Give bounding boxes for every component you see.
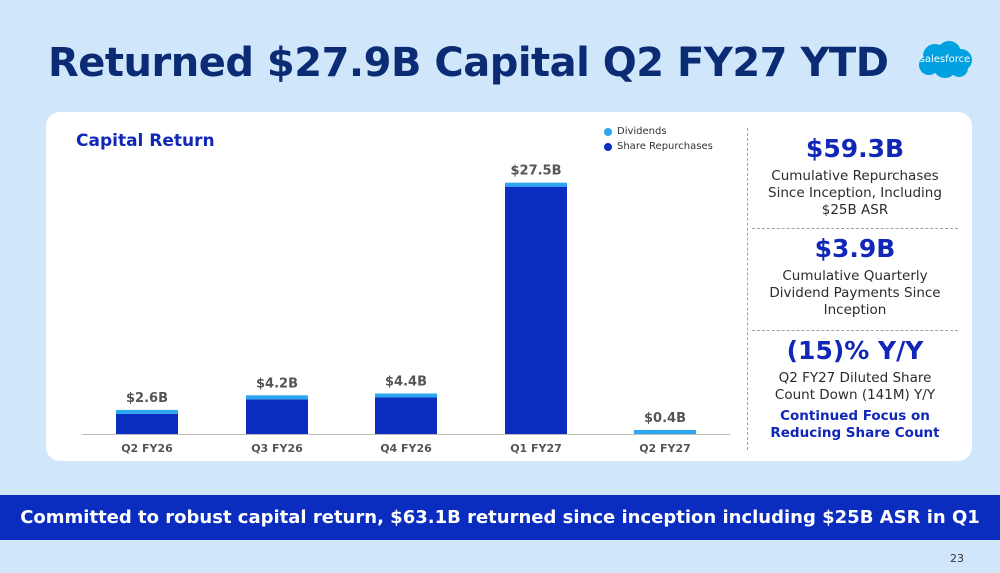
stat-share-count: (15)% Y/Y Q2 FY27 Diluted Share Count Do… [752, 336, 958, 442]
stat-share-count-value: (15)% Y/Y [786, 336, 924, 365]
stat-dividends-desc-line: Inception [823, 302, 887, 318]
data-label-total: $4.2B [256, 376, 298, 391]
stat-dividends: $3.9B Cumulative Quarterly Dividend Paym… [752, 234, 958, 319]
x-tick-label: Q1 FY27 [510, 442, 562, 455]
x-tick-label: Q2 FY27 [639, 442, 691, 455]
stat-repurchases-desc-line: $25B ASR [821, 202, 889, 218]
stat-share-count-emphasis: Continued Focus on Reducing Share Count [752, 408, 958, 442]
bar-dividends-q3-fy26 [246, 395, 308, 400]
bar-dividends-q4-fy26 [375, 393, 437, 398]
chart-legend: Dividends Share Repurchases [604, 124, 713, 154]
x-tick-label: Q2 FY26 [121, 442, 173, 455]
stat-share-count-emphasis-line: Reducing Share Count [770, 425, 940, 441]
slide-title: Returned $27.9B Capital Q2 FY27 YTD [48, 40, 889, 86]
logo-text: salesforce [919, 54, 971, 65]
bar-dividends-q2-fy26 [116, 409, 178, 414]
bar-dividends-q2-fy27 [634, 430, 696, 434]
stat-dividends-value: $3.9B [814, 234, 896, 263]
data-label-total: $0.4B [644, 411, 686, 426]
bar-repurchases-q2-fy26 [116, 413, 178, 434]
stat-repurchases-desc-line: Cumulative Repurchases [771, 168, 939, 184]
stat-repurchases-desc: Cumulative Repurchases Since Inception, … [752, 168, 958, 219]
stat-repurchases: $59.3B Cumulative Repurchases Since Ince… [752, 134, 958, 219]
stat-share-count-desc-line: Q2 FY27 Diluted Share [778, 370, 932, 386]
bar-repurchases-q3-fy26 [246, 399, 308, 434]
bar-repurchases-q1-fy27 [505, 186, 567, 434]
stat-dividends-desc: Cumulative Quarterly Dividend Payments S… [752, 268, 958, 319]
data-label-total: $2.6B [126, 391, 168, 406]
summary-banner: Committed to robust capital return, $63.… [0, 495, 1000, 540]
stat-divider [752, 330, 958, 331]
stat-dividends-desc-line: Dividend Payments Since [769, 285, 941, 301]
stat-repurchases-desc-line: Since Inception, Including [768, 185, 942, 201]
bar-repurchases-q4-fy26 [375, 397, 437, 434]
data-label-total: $4.4B [385, 374, 427, 389]
legend-item-repurchases: Share Repurchases [604, 139, 713, 154]
stat-share-count-emphasis-line: Continued Focus on [780, 408, 930, 424]
bar-dividends-q1-fy27 [505, 182, 567, 187]
legend-item-dividends: Dividends [604, 124, 713, 139]
summary-banner-text: Committed to robust capital return, $63.… [20, 507, 980, 528]
legend-swatch-repurchases [604, 142, 612, 151]
legend-label-dividends: Dividends [617, 126, 667, 137]
legend-swatch-dividends [604, 127, 612, 136]
x-tick-label: Q4 FY26 [380, 442, 432, 455]
x-tick-label: Q3 FY26 [251, 442, 303, 455]
panel-divider [747, 128, 748, 450]
stat-dividends-desc-line: Cumulative Quarterly [782, 268, 928, 284]
stat-share-count-desc: Q2 FY27 Diluted Share Count Down (141M) … [752, 370, 958, 404]
salesforce-cloud-logo [919, 41, 972, 78]
stat-share-count-desc-line: Count Down (141M) Y/Y [774, 387, 936, 403]
data-label-total: $27.5B [510, 164, 561, 179]
stat-divider [752, 228, 958, 229]
page-number: 23 [950, 552, 964, 565]
chart-title: Capital Return [76, 131, 215, 151]
capital-return-chart: $2.6B Q2 FY26 $4.2B Q3 FY26 $4.4B Q4 FY26 $27.… [82, 164, 730, 455]
legend-label-repurchases: Share Repurchases [617, 141, 713, 152]
stat-repurchases-value: $59.3B [805, 134, 905, 163]
